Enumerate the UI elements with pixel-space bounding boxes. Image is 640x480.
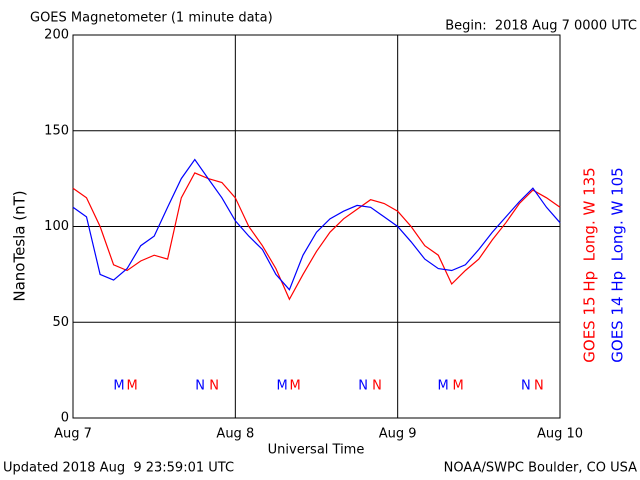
annotation: M (126, 379, 137, 394)
y-tick-label: 50 (52, 315, 69, 330)
annotation: M (289, 379, 300, 394)
y-tick-label: 200 (44, 28, 69, 43)
x-tick-label: Aug 9 (379, 427, 417, 442)
annotation: N (209, 379, 219, 394)
y-tick-label: 150 (44, 123, 69, 138)
annotation: N (358, 379, 368, 394)
annotation: M (438, 379, 449, 394)
annotation: M (113, 379, 124, 394)
annotation: N (534, 379, 544, 394)
annotation: N (372, 379, 382, 394)
chart-title: GOES Magnetometer (1 minute data) (30, 11, 273, 26)
annotation: N (195, 379, 205, 394)
chart-subtitle: Begin: 2018 Aug 7 0000 UTC (445, 19, 637, 34)
x-tick-label: Aug 10 (537, 427, 583, 442)
annotation: M (452, 379, 463, 394)
series-line (72, 172, 561, 301)
y-tick-label: 0 (61, 411, 69, 426)
footer-right: NOAA/SWPC Boulder, CO USA (444, 461, 637, 476)
plot-frame (72, 34, 561, 419)
annotation: N (521, 379, 531, 394)
y-axis-label: NanoTesla (nT) (11, 190, 29, 301)
annotation: M (276, 379, 287, 394)
series-line (72, 158, 561, 291)
legend-entry: GOES 15 Hp Long. W 135 (581, 167, 599, 362)
x-tick-label: Aug 7 (54, 427, 92, 442)
footer-left: Updated 2018 Aug 9 23:59:01 UTC (3, 461, 234, 476)
x-tick-label: Aug 8 (216, 427, 254, 442)
y-tick-label: 100 (44, 219, 69, 234)
legend-entry: GOES 14 Hp Long. W 105 (609, 167, 627, 362)
x-axis-label: Universal Time (268, 443, 365, 458)
